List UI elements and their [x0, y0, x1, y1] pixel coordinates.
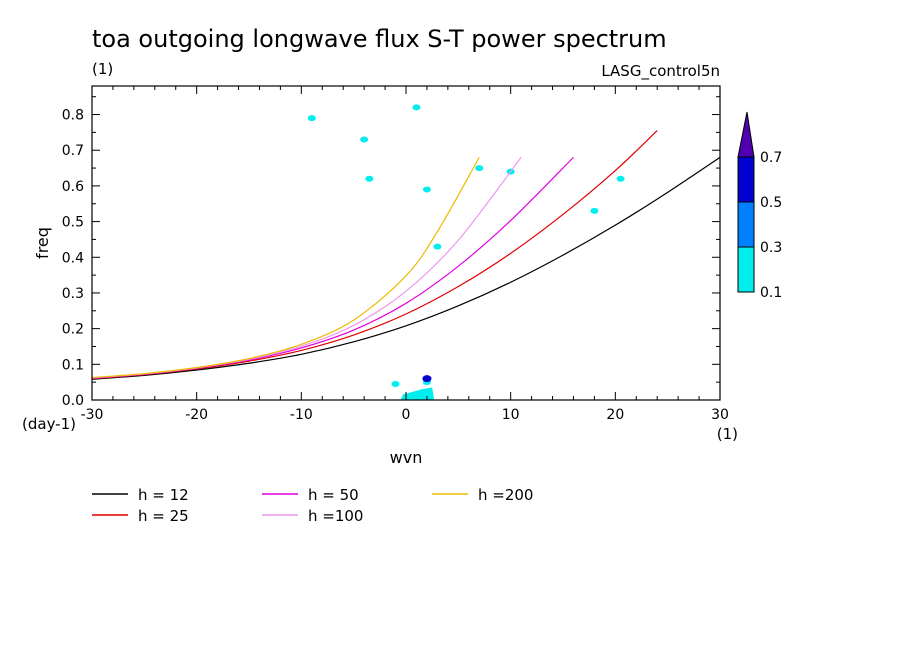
series-lines — [92, 130, 720, 380]
colorbar-label: 0.1 — [760, 285, 782, 301]
series-line-3 — [92, 156, 574, 379]
legend-label: h =200 — [478, 486, 533, 504]
y-axis: 0.0 0.1 0.2 0.3 0.4 0.5 0.6 0.7 0.8 — [62, 96, 720, 409]
contour-spot — [365, 175, 374, 182]
contour-spot — [412, 104, 421, 111]
legend-label: h =100 — [308, 507, 363, 525]
colorbar-extend-triangle — [737, 111, 755, 158]
colorbar-label: 0.5 — [760, 195, 782, 211]
colorbar-label: 0.3 — [760, 240, 782, 256]
plot-frame — [91, 85, 721, 401]
y-axis-label: freq — [33, 227, 52, 259]
legend-label: h = 12 — [138, 486, 189, 504]
y-tick-label: 0.6 — [62, 179, 84, 195]
y-tick-label: 0.4 — [62, 250, 84, 266]
x-tick-label: -10 — [290, 407, 313, 423]
colorbar-label: 0.7 — [760, 150, 782, 166]
x-tick-label: 30 — [711, 407, 729, 423]
y-units-label: (day-1) — [22, 415, 76, 433]
x-axis: -30 -20 -10 0 10 20 30 — [81, 86, 729, 423]
x-units-label: (1) — [717, 425, 738, 443]
y-tick-label: 0.7 — [62, 143, 84, 159]
series-line-2 — [92, 130, 658, 380]
contour-spot — [616, 175, 625, 182]
y-tick-label: 0.3 — [62, 286, 84, 302]
contour-spot — [391, 380, 400, 387]
contour-spot — [307, 115, 316, 122]
x-tick-label: 20 — [606, 407, 624, 423]
contour-spot — [422, 186, 431, 193]
colorbar-box — [737, 201, 755, 248]
legend-label: h = 25 — [138, 507, 189, 525]
run-name-label: LASG_control5n — [601, 62, 720, 81]
contour-spot — [360, 136, 369, 143]
contour-spot — [433, 243, 442, 250]
contour-spot — [422, 375, 432, 383]
x-tick-label: 0 — [402, 407, 411, 423]
y-tick-label: 0.5 — [62, 215, 84, 231]
legend: h = 12 h = 25 h = 50 h =100 h =200 — [92, 486, 533, 525]
y-tick-label: 0.2 — [62, 322, 84, 338]
x-axis-label: wvn — [390, 448, 423, 467]
contour-blob — [400, 387, 435, 400]
contour-spot — [590, 207, 599, 214]
legend-label: h = 50 — [308, 486, 359, 504]
chart-title: toa outgoing longwave flux S-T power spe… — [92, 25, 667, 53]
series-line-5 — [92, 157, 480, 379]
contour-spots — [307, 104, 625, 400]
colorbar-box — [737, 156, 755, 203]
series-line-1 — [92, 156, 720, 380]
contour-spot — [475, 165, 484, 172]
colorbar: 0.1 0.3 0.5 0.7 — [737, 111, 782, 301]
colorbar-box — [737, 246, 755, 293]
x-tick-label: -20 — [185, 407, 208, 423]
y-tick-label: 0.8 — [62, 108, 84, 124]
y-tick-label: 0.1 — [62, 357, 84, 373]
y-tick-label: 0.0 — [62, 393, 84, 409]
x-tick-label: -30 — [81, 407, 104, 423]
title-units: (1) — [92, 60, 113, 78]
x-tick-label: 10 — [502, 407, 520, 423]
